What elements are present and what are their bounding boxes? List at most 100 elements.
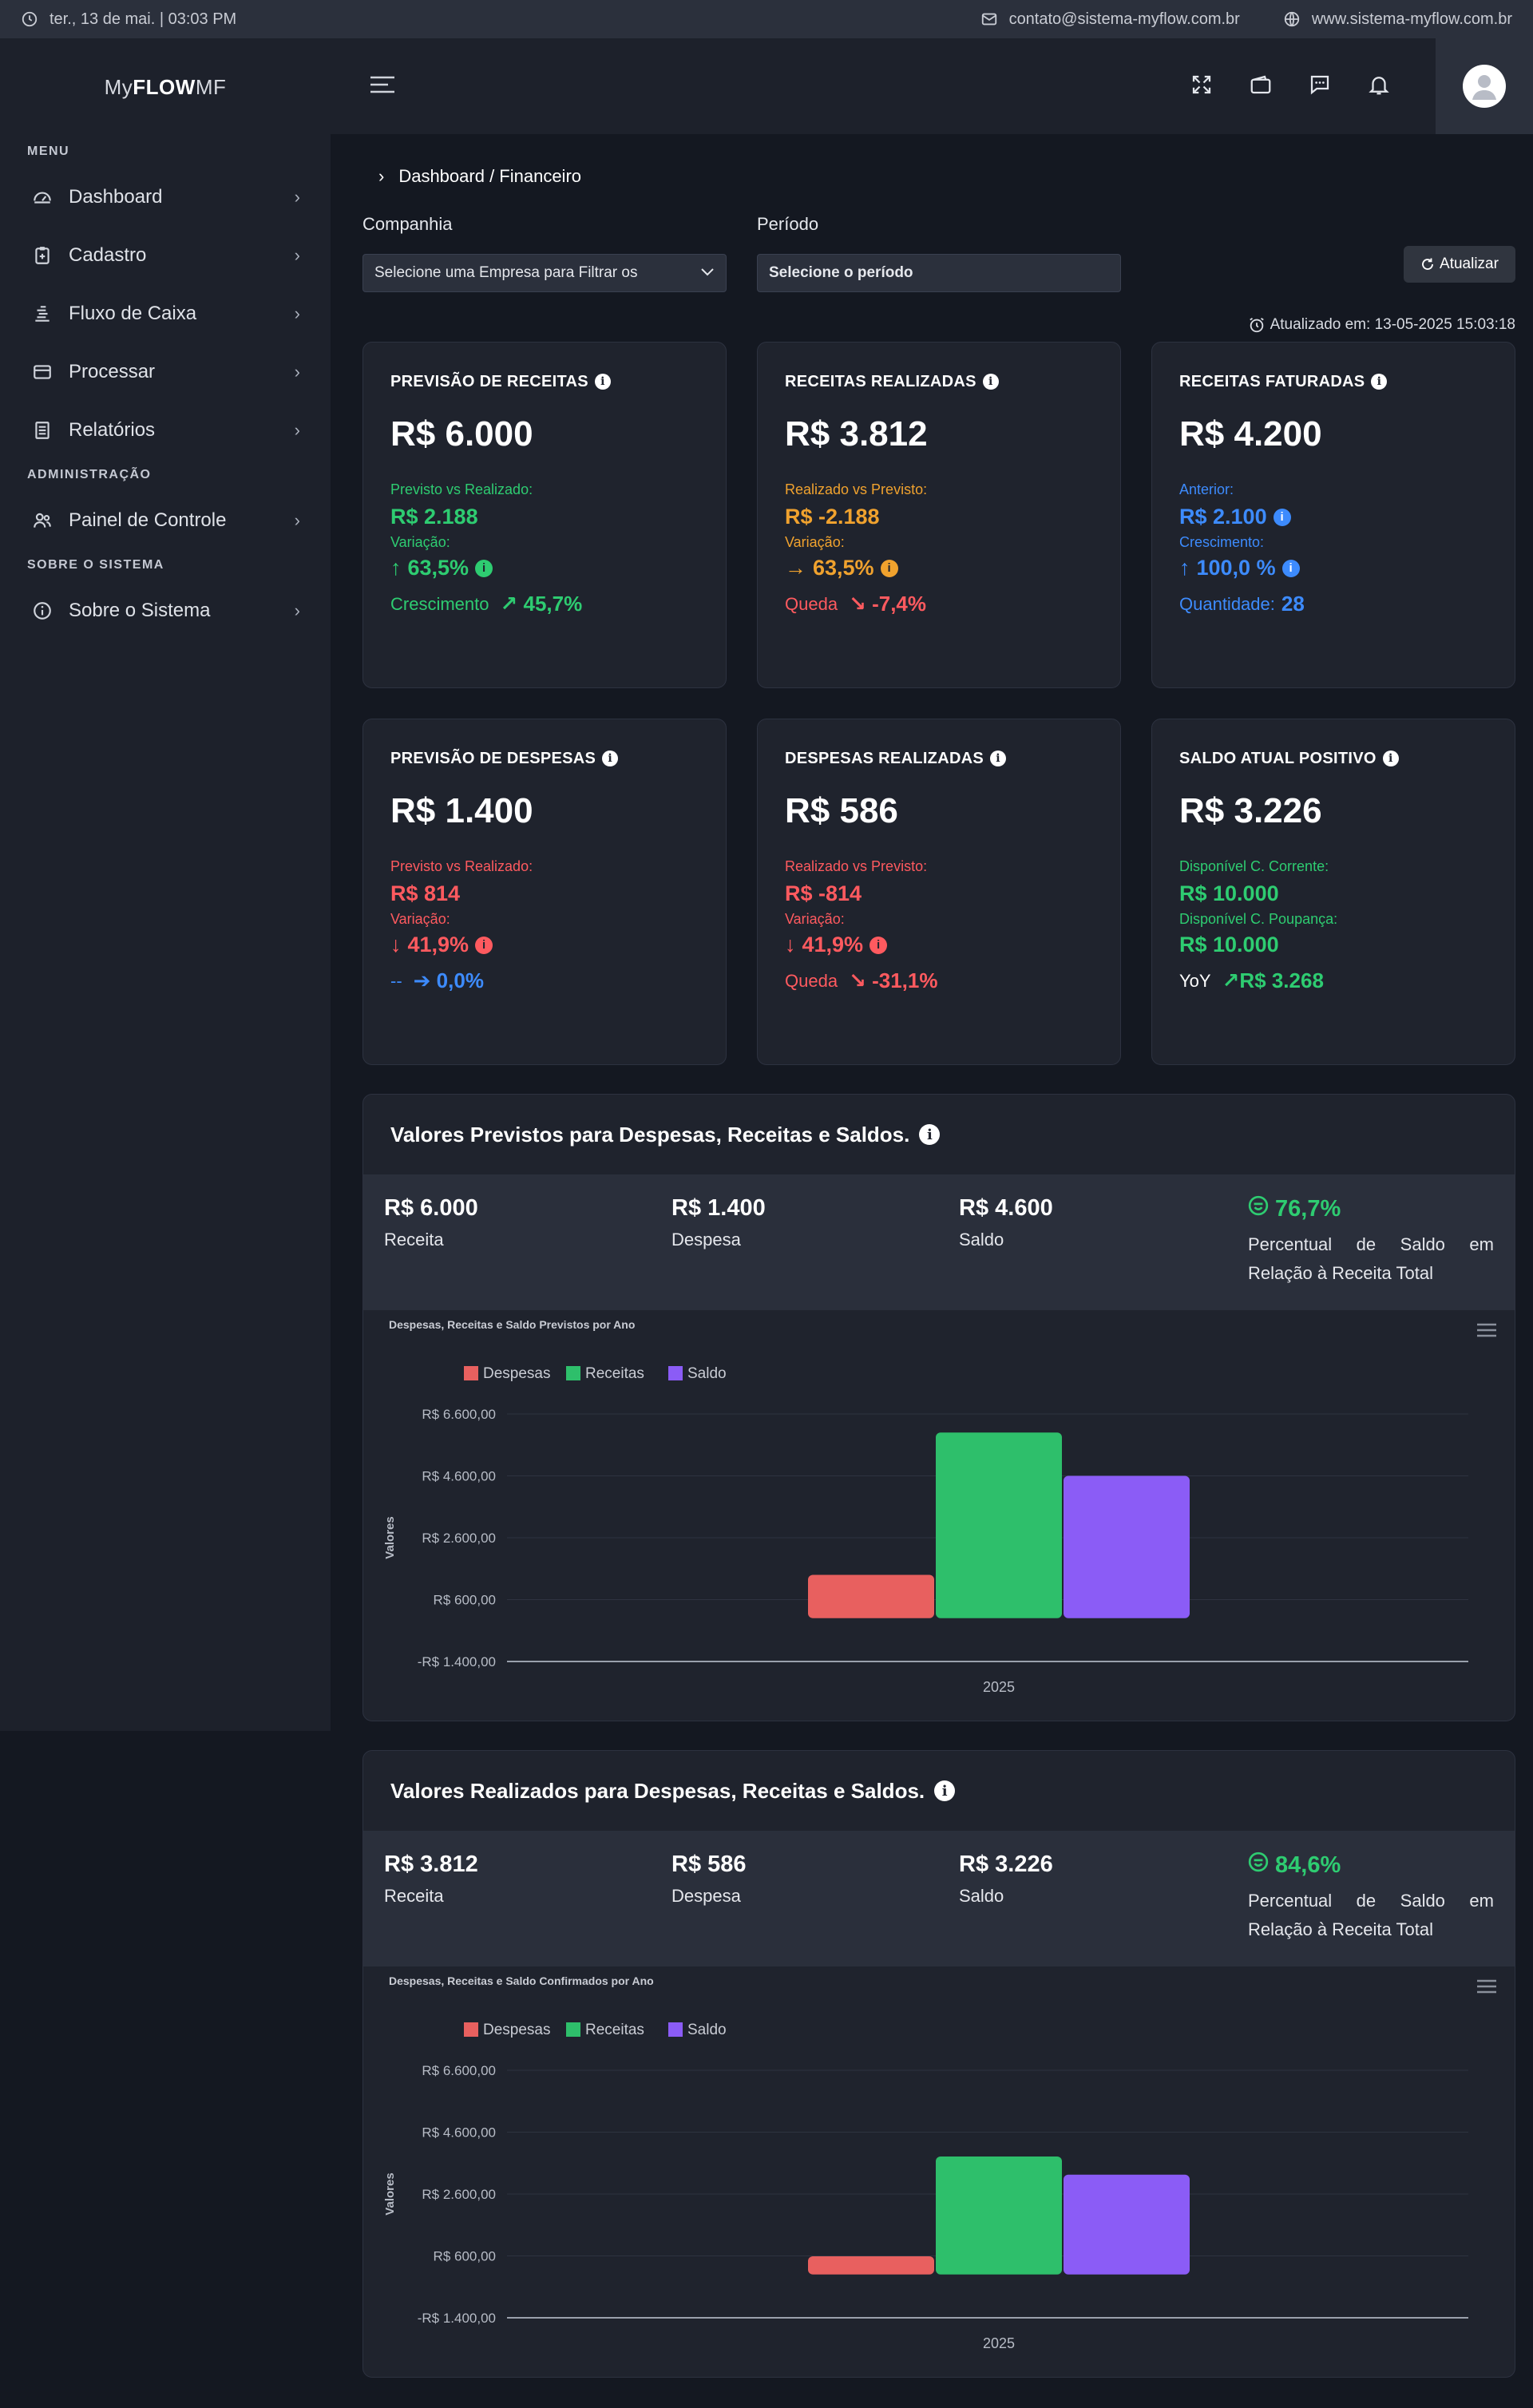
report-icon — [30, 418, 54, 442]
sidebar-item-cadastro[interactable]: Cadastro › — [0, 226, 331, 284]
cash-flow-icon — [30, 302, 54, 326]
legend-label: Receitas — [585, 2022, 644, 2038]
y-tick-label: R$ 2.600,00 — [422, 2187, 496, 2202]
y-tick-label: -R$ 1.400,00 — [418, 2311, 496, 2326]
y-tick-label: -R$ 1.400,00 — [418, 1654, 496, 1669]
x-tick-label: 2025 — [983, 2335, 1015, 2351]
card-value: R$ 1.400 — [390, 791, 533, 830]
mail-icon — [981, 13, 996, 26]
company-select[interactable]: Selecione uma Empresa para Filtrar os — [362, 254, 727, 292]
sidebar-item-label: Relatórios — [69, 418, 156, 441]
sidebar-item-processar[interactable]: Processar › — [0, 343, 331, 401]
smile-icon — [1248, 1852, 1269, 1879]
arrow-down-icon: ↓ — [390, 933, 402, 956]
trend-down-icon: ↘ — [849, 968, 873, 992]
nav-section-menu: MENU — [27, 145, 70, 158]
wallet-icon[interactable] — [1249, 73, 1273, 101]
y-tick-label: R$ 600,00 — [434, 1593, 496, 1608]
card-previsao-receitas: PREVISÃO DE RECEITAS i R$ 6.000 Previsto … — [362, 342, 727, 688]
chart-previstos: Despesas, Receitas e Saldo Previstos por… — [363, 1310, 1515, 1721]
refresh-button[interactable]: Atualizar — [1404, 246, 1515, 283]
nav-section-administracao: ADMINISTRAÇÃO — [27, 468, 152, 481]
panel-title: Valores Realizados para Despesas, Receit… — [390, 1778, 925, 1803]
clock-icon — [22, 11, 38, 27]
info-icon[interactable]: i — [602, 751, 619, 766]
info-icon[interactable]: i — [1371, 374, 1388, 390]
sidebar-item-label: Cadastro — [69, 244, 147, 266]
y-tick-label: R$ 2.600,00 — [422, 1531, 496, 1546]
card-saldo-atual: SALDO ATUAL POSITIVO i R$ 3.226 Disponíve… — [1151, 719, 1515, 1065]
y-axis-label: Valores — [383, 1516, 397, 1558]
card-value: R$ 4.200 — [1179, 414, 1322, 453]
chart-title: Despesas, Receitas e Saldo Confirmados p… — [389, 1974, 654, 1987]
y-tick-label: R$ 4.600,00 — [422, 1469, 496, 1484]
y-tick-label: R$ 600,00 — [434, 2249, 496, 2264]
chat-icon[interactable] — [1308, 73, 1332, 101]
menu-toggle-icon[interactable] — [369, 74, 396, 99]
info-icon[interactable]: i — [919, 1124, 941, 1145]
avatar — [1463, 65, 1506, 108]
legend-label: Despesas — [483, 2022, 551, 2038]
legend-swatch — [566, 1366, 580, 1380]
legend-label: Receitas — [585, 1365, 644, 1382]
user-menu[interactable] — [1436, 38, 1533, 134]
app-header — [331, 38, 1533, 134]
info-badge-icon[interactable]: i — [475, 936, 493, 954]
trend-up-icon: ↗ — [1222, 968, 1240, 992]
chart-canvas: Despesas Receitas Saldo R$ 6.600,00 R$ 4.600… — [383, 2022, 1468, 2351]
sidebar-item-sobre-o-sistema[interactable]: Sobre o Sistema › — [0, 581, 331, 640]
chevron-right-icon: › — [294, 303, 300, 323]
info-icon[interactable]: i — [990, 751, 1007, 766]
breadcrumb-path[interactable]: Dashboard / Financeiro — [398, 166, 582, 186]
chevron-right-icon: › — [378, 166, 385, 186]
sidebar-item-relatorios[interactable]: Relatórios › — [0, 401, 331, 459]
chart-menu-icon[interactable] — [1476, 1321, 1497, 1343]
sidebar-item-label: Fluxo de Caixa — [69, 302, 197, 324]
info-badge-icon[interactable]: i — [475, 559, 493, 577]
info-icon[interactable]: i — [982, 374, 999, 390]
info-icon[interactable]: i — [594, 374, 611, 390]
card-value: R$ 6.000 — [390, 414, 533, 453]
period-label: Período — [757, 214, 819, 234]
chart-realizados: Despesas, Receitas e Saldo Confirmados p… — [363, 1966, 1515, 2377]
bell-icon[interactable] — [1367, 73, 1391, 101]
card-previsao-despesas: PREVISÃO DE DESPESAS i R$ 1.400 Previsto … — [362, 719, 727, 1065]
panel-valores-realizados: Valores Realizados para Despesas, Receit… — [362, 1750, 1515, 2378]
fullscreen-icon[interactable] — [1190, 73, 1214, 101]
trend-up-icon: ↗ — [500, 592, 524, 616]
dashboard-icon — [30, 185, 54, 209]
arrow-up-icon: ↑ — [390, 556, 402, 580]
info-badge-icon[interactable]: i — [869, 936, 888, 954]
chevron-right-icon: › — [294, 419, 300, 440]
sidebar-item-painel-de-controle[interactable]: Painel de Controle › — [0, 491, 331, 549]
period-select[interactable]: Selecione o período — [757, 254, 1121, 292]
info-badge-icon[interactable]: i — [1273, 508, 1291, 526]
sidebar-item-dashboard[interactable]: Dashboard › — [0, 168, 331, 226]
chart-menu-icon[interactable] — [1476, 1978, 1497, 1999]
contact-email-link[interactable]: contato@sistema-myflow.com.br — [1008, 10, 1240, 28]
y-tick-label: R$ 4.600,00 — [422, 2125, 496, 2141]
info-icon[interactable]: i — [934, 1780, 956, 1801]
bar-receitas — [936, 1432, 1062, 1618]
sidebar-item-fluxo-de-caixa[interactable]: Fluxo de Caixa › — [0, 284, 331, 343]
sidebar-item-label: Painel de Controle — [69, 509, 227, 531]
alarm-clock-icon — [1249, 317, 1264, 333]
app-logo[interactable]: My FLOW MF — [104, 74, 227, 99]
x-tick-label: 2025 — [983, 1679, 1015, 1695]
y-tick-label: R$ 6.600,00 — [422, 2063, 496, 2078]
info-icon[interactable]: i — [1382, 751, 1399, 766]
bar-receitas — [936, 2157, 1062, 2275]
info-badge-icon[interactable]: i — [880, 559, 898, 577]
trend-down-icon: ↘ — [849, 592, 873, 616]
chevron-right-icon: › — [294, 509, 300, 530]
globe-icon — [1284, 11, 1300, 27]
legend-swatch — [464, 2022, 478, 2037]
arrow-right-icon: ➔ — [413, 968, 437, 992]
nav-section-sobre: SOBRE O SISTEMA — [27, 558, 164, 572]
info-badge-icon[interactable]: i — [1281, 559, 1300, 577]
card-receitas-faturadas: RECEITAS FATURADAS i R$ 4.200 Anterior: R… — [1151, 342, 1515, 688]
sidebar-item-label: Processar — [69, 360, 156, 382]
sidebar: My FLOW MF MENU Dashboard › Cadastro › Flu… — [0, 38, 331, 1731]
website-link[interactable]: www.sistema-myflow.com.br — [1311, 10, 1512, 28]
users-icon — [30, 509, 54, 533]
